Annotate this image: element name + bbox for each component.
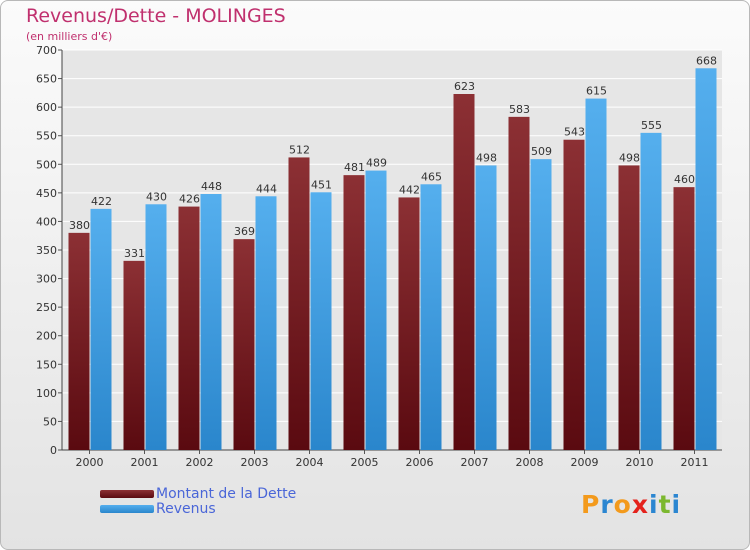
data-label-revenus: 430 bbox=[146, 190, 167, 203]
logo-letter: o bbox=[613, 490, 632, 519]
data-label-revenus: 451 bbox=[311, 178, 332, 191]
legend: Montant de la Dette Revenus bbox=[100, 485, 297, 517]
bar-dette bbox=[453, 94, 475, 450]
x-tick-label: 2011 bbox=[681, 456, 709, 469]
data-label-revenus: 465 bbox=[421, 170, 442, 183]
logo-letter: i bbox=[649, 490, 659, 519]
bar-revenus bbox=[365, 170, 387, 451]
x-tick-label: 2010 bbox=[626, 456, 654, 469]
data-label-dette: 380 bbox=[69, 219, 90, 232]
bar-dette bbox=[618, 165, 640, 450]
bar-revenus bbox=[255, 196, 277, 450]
data-label-dette: 331 bbox=[124, 247, 145, 260]
data-label-dette: 512 bbox=[289, 143, 310, 156]
data-label-dette: 583 bbox=[509, 103, 530, 116]
y-tick-label: 50 bbox=[43, 415, 57, 428]
chart-title: Revenus/Dette - MOLINGES bbox=[26, 5, 286, 27]
y-tick-label: 400 bbox=[36, 215, 57, 228]
bar-revenus bbox=[420, 184, 442, 451]
x-tick-label: 2000 bbox=[76, 456, 104, 469]
bar-dette bbox=[343, 175, 365, 450]
y-tick-label: 600 bbox=[36, 101, 57, 114]
legend-swatch-dette bbox=[100, 489, 154, 498]
legend-label-revenus: Revenus bbox=[156, 500, 216, 517]
x-tick-label: 2008 bbox=[516, 456, 544, 469]
data-label-revenus: 444 bbox=[256, 182, 277, 195]
bar-revenus bbox=[640, 132, 662, 450]
legend-item-dette: Montant de la Dette bbox=[100, 485, 297, 502]
bar-dette bbox=[288, 157, 310, 450]
chart-subtitle: (en milliers d'€) bbox=[26, 30, 113, 43]
data-label-revenus: 555 bbox=[641, 119, 662, 132]
x-tick-label: 2007 bbox=[461, 456, 489, 469]
data-label-revenus: 509 bbox=[531, 145, 552, 158]
data-label-revenus: 668 bbox=[696, 54, 717, 67]
y-tick-label: 100 bbox=[36, 387, 57, 400]
y-tick-label: 450 bbox=[36, 187, 57, 200]
y-tick-label: 250 bbox=[36, 301, 57, 314]
logo-letter: r bbox=[600, 490, 614, 519]
logo-letter: t bbox=[658, 490, 672, 519]
x-tick-label: 2003 bbox=[241, 456, 269, 469]
bar-dette bbox=[398, 197, 420, 450]
bar-dette bbox=[508, 116, 530, 450]
bar-revenus bbox=[695, 68, 717, 451]
data-label-dette: 426 bbox=[179, 193, 200, 206]
y-tick-label: 700 bbox=[36, 44, 57, 57]
x-tick-label: 2009 bbox=[571, 456, 599, 469]
logo-letter: i bbox=[671, 490, 682, 519]
y-tick-label: 550 bbox=[36, 130, 57, 143]
y-tick-label: 0 bbox=[50, 444, 57, 457]
bar-revenus bbox=[585, 98, 607, 451]
bar-dette bbox=[563, 139, 585, 450]
bar-dette bbox=[68, 232, 90, 450]
data-label-dette: 623 bbox=[454, 80, 475, 93]
bar-dette bbox=[123, 260, 145, 450]
x-tick-label: 2002 bbox=[186, 456, 214, 469]
data-label-revenus: 422 bbox=[91, 195, 112, 208]
bar-dette bbox=[178, 206, 200, 450]
bar-revenus bbox=[90, 208, 112, 450]
bar-revenus bbox=[475, 165, 497, 450]
bar-revenus bbox=[145, 204, 167, 450]
y-tick-label: 350 bbox=[36, 244, 57, 257]
y-tick-label: 500 bbox=[36, 158, 57, 171]
bar-dette bbox=[233, 239, 255, 450]
data-label-dette: 498 bbox=[619, 151, 640, 164]
bar-revenus bbox=[200, 194, 222, 450]
x-tick-label: 2006 bbox=[406, 456, 434, 469]
bar-revenus bbox=[310, 192, 332, 451]
x-tick-label: 2005 bbox=[351, 456, 379, 469]
data-label-dette: 369 bbox=[234, 225, 255, 238]
proxiti-logo: Proxiti bbox=[581, 490, 681, 519]
legend-item-revenus: Revenus bbox=[100, 500, 296, 517]
x-tick-label: 2001 bbox=[131, 456, 159, 469]
x-tick-label: 2004 bbox=[296, 456, 324, 469]
legend-swatch-revenus bbox=[100, 504, 154, 513]
data-label-revenus: 489 bbox=[366, 157, 387, 170]
logo-letter: x bbox=[631, 490, 649, 519]
data-label-dette: 543 bbox=[564, 126, 585, 139]
y-tick-label: 650 bbox=[36, 73, 57, 86]
legend-label-dette: Montant de la Dette bbox=[156, 485, 297, 502]
data-label-dette: 460 bbox=[674, 173, 695, 186]
data-label-revenus: 498 bbox=[476, 151, 497, 164]
logo-letter: P bbox=[581, 490, 601, 519]
y-tick-label: 150 bbox=[36, 358, 57, 371]
bar-revenus bbox=[530, 159, 552, 450]
y-tick-label: 300 bbox=[36, 273, 57, 286]
bar-dette bbox=[673, 187, 695, 450]
data-label-dette: 481 bbox=[344, 161, 365, 174]
data-label-revenus: 448 bbox=[201, 180, 222, 193]
data-label-dette: 442 bbox=[399, 183, 420, 196]
y-tick-label: 200 bbox=[36, 330, 57, 343]
data-label-revenus: 615 bbox=[586, 85, 607, 98]
